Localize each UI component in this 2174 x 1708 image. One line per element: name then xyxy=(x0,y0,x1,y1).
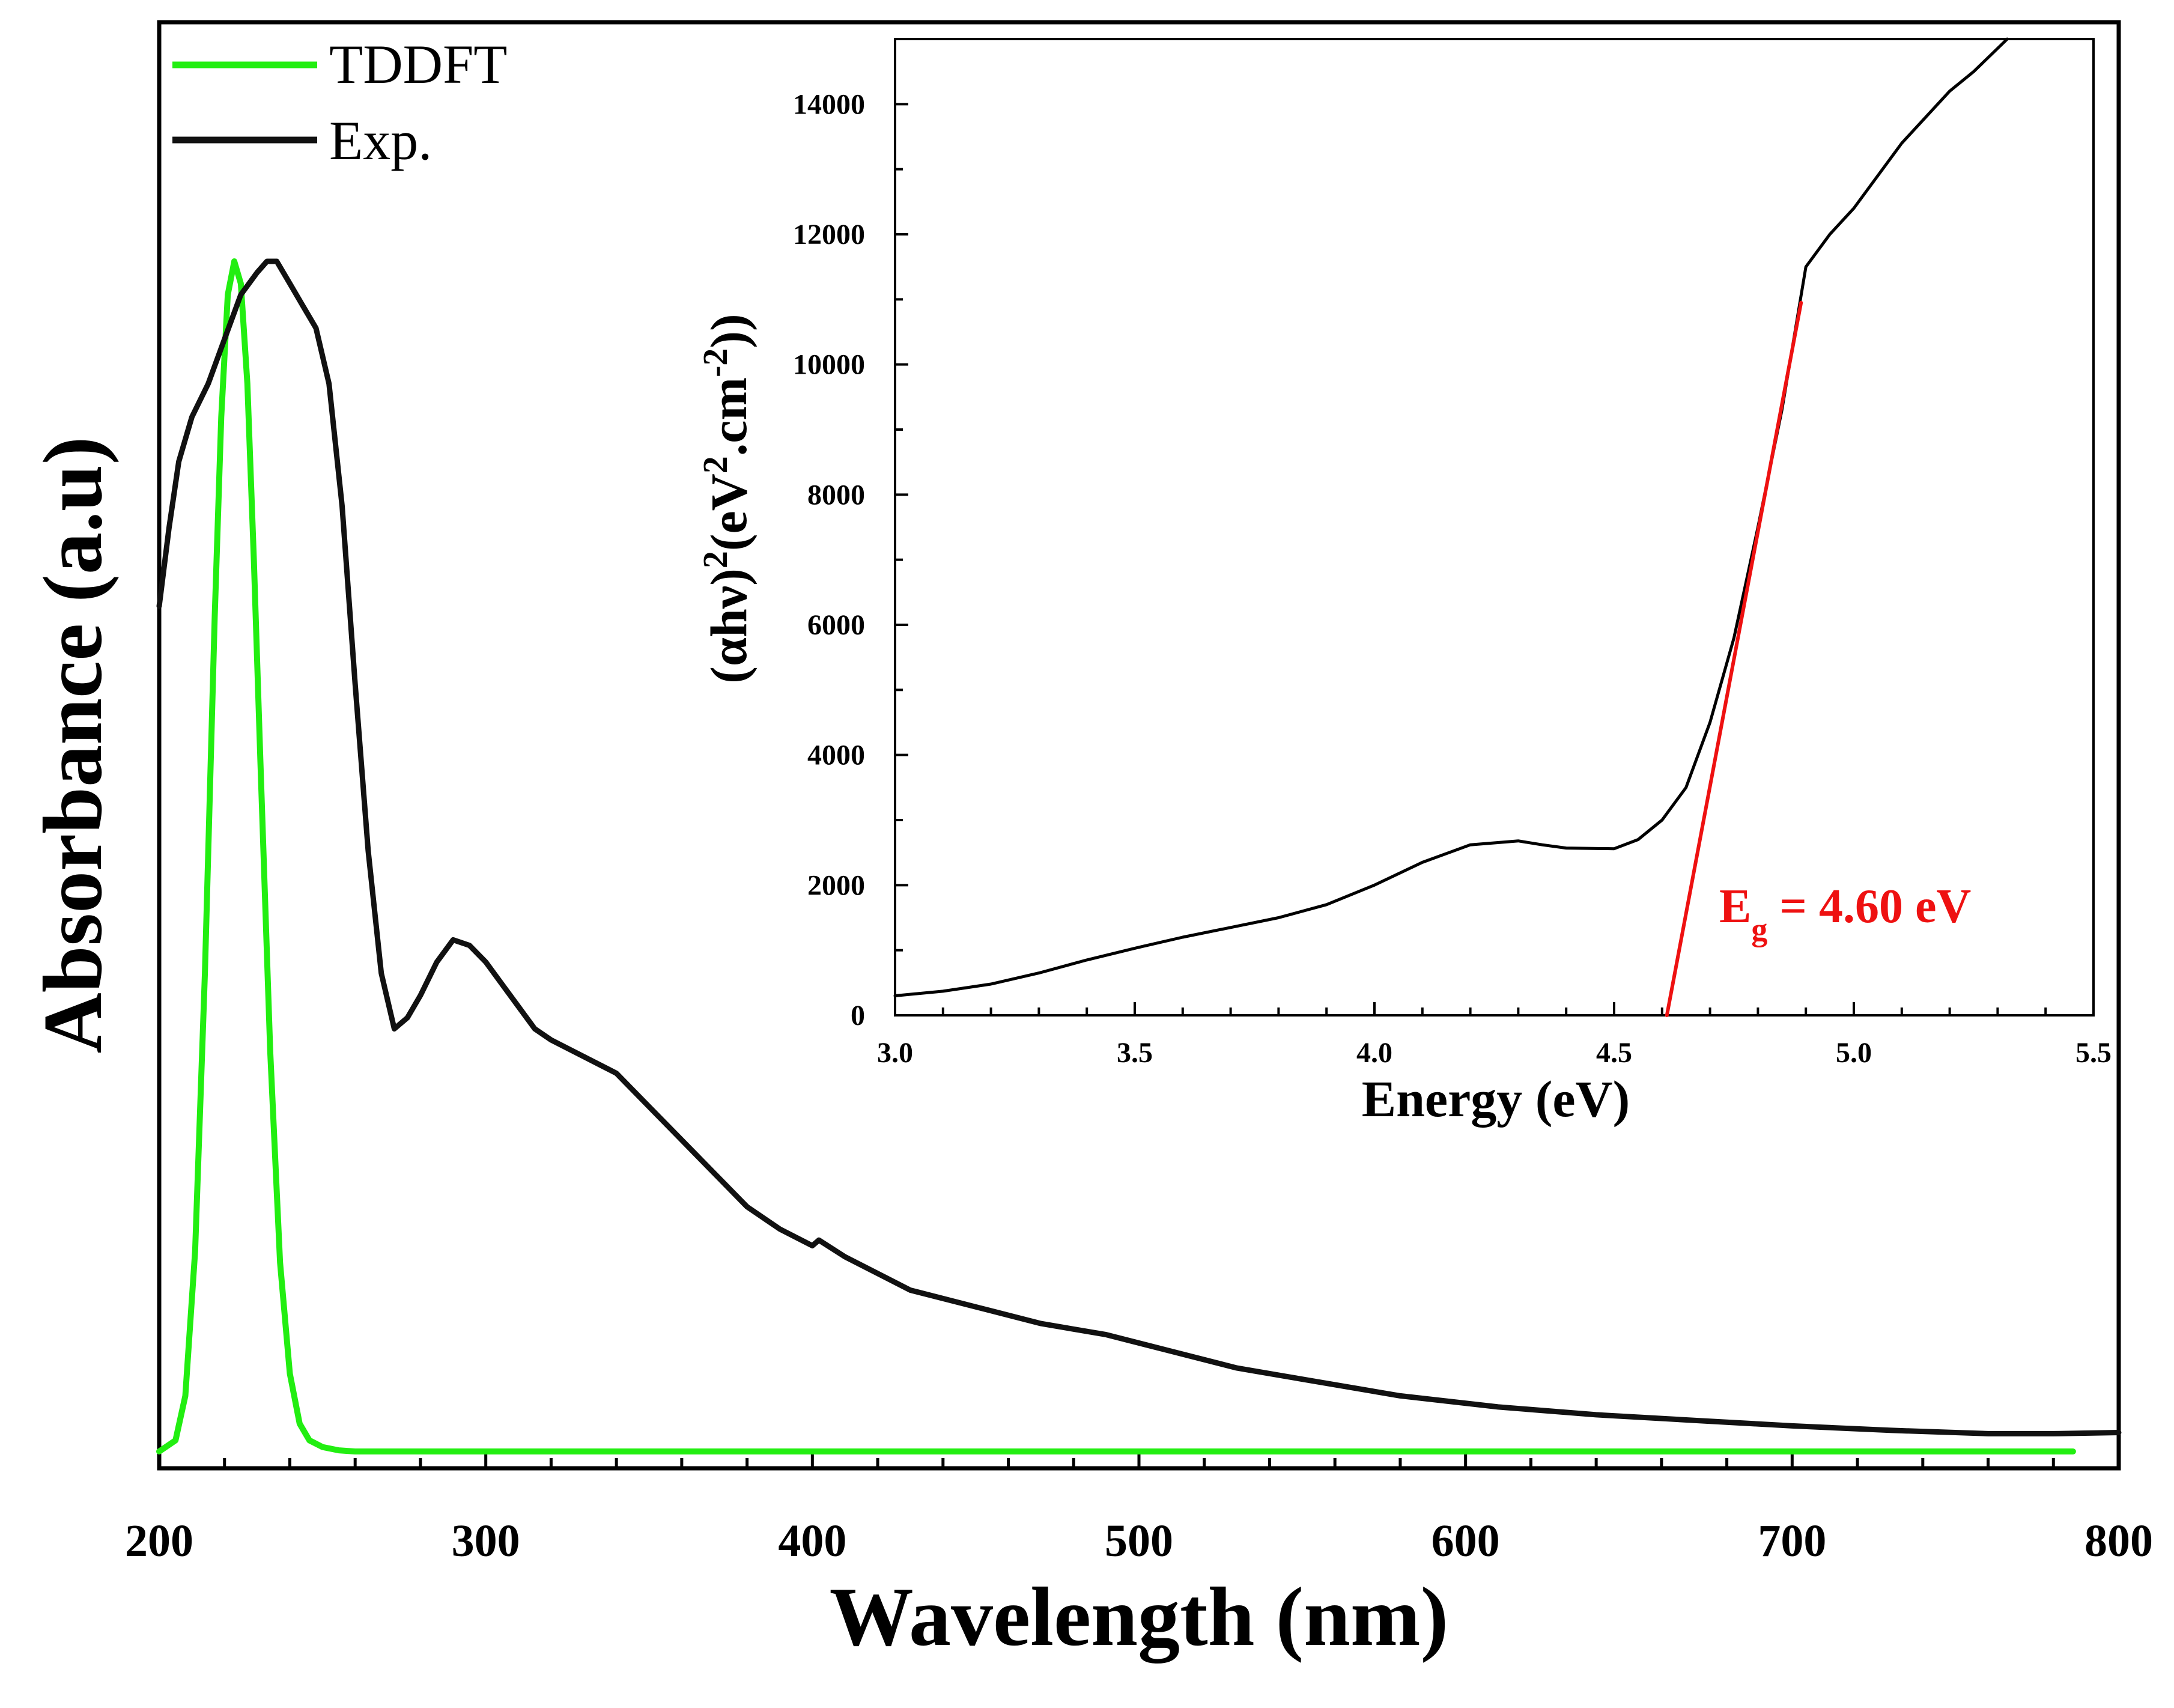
inset-x-tick-label-5.5: 5.5 xyxy=(2075,1037,2112,1069)
legend-label-tddft: TDDFT xyxy=(329,34,507,95)
inset-y-tick-label-0: 0 xyxy=(851,1000,865,1032)
inset-ylabel-part-4: )) xyxy=(700,314,758,348)
inset-y-tick-label-4000: 4000 xyxy=(807,740,865,771)
inset-chart: 0 2000 4000 6000 8000 10000 12000 14000 3.0 3.5 4… xyxy=(696,37,2112,1128)
inset-x-tick-label-5.0: 5.0 xyxy=(1836,1037,1872,1069)
inset-linear-fit-line xyxy=(1665,300,1803,1017)
inset-y-tick-labels: 0 2000 4000 6000 8000 10000 12000 14000 xyxy=(793,88,865,1032)
inset-x-tick-labels: 3.0 3.5 4.0 4.5 5.0 5.5 xyxy=(877,1037,2112,1069)
main-x-tick-label-500: 500 xyxy=(1105,1516,1173,1566)
main-series xyxy=(156,258,2122,1454)
inset-y-ticks xyxy=(895,38,908,1017)
inset-plot-frame xyxy=(894,38,2095,1017)
inset-ylabel-part-3: .cm xyxy=(700,377,758,456)
inset-ylabel-sup-1: 2 xyxy=(696,551,735,568)
main-series-line-tddft xyxy=(156,258,2076,1454)
inset-ylabel-sup-3: -2 xyxy=(696,348,735,377)
inset-y-tick-label-14000: 14000 xyxy=(793,88,865,120)
main-x-axis-label: Wavelength (nm) xyxy=(830,1570,1449,1664)
inset-x-tick-label-4.5: 4.5 xyxy=(1596,1037,1632,1069)
inset-ylabel-part-2: (eV xyxy=(700,473,758,551)
main-x-tick-label-400: 400 xyxy=(778,1516,846,1566)
legend: TDDFT Exp. xyxy=(172,34,507,171)
main-x-tick-label-200: 200 xyxy=(125,1516,193,1566)
inset-x-tick-label-3.0: 3.0 xyxy=(877,1037,913,1069)
main-y-axis-label: Absorbance (a.u) xyxy=(26,437,120,1054)
main-x-tick-label-800: 800 xyxy=(2084,1516,2153,1566)
inset-x-ticks xyxy=(894,1002,2095,1015)
inset-series xyxy=(893,37,2009,1017)
main-x-tick-labels: 200 300 400 500 600 700 800 xyxy=(125,1516,2153,1566)
band-gap-annotation-base: E xyxy=(1719,880,1751,933)
main-x-tick-label-700: 700 xyxy=(1758,1516,1826,1566)
main-x-tick-label-300: 300 xyxy=(452,1516,520,1566)
band-gap-annotation-sub: g xyxy=(1751,911,1767,947)
main-x-tick-label-600: 600 xyxy=(1432,1516,1500,1566)
main-series-line-exp xyxy=(156,258,2122,1436)
inset-y-tick-label-8000: 8000 xyxy=(807,479,865,511)
inset-x-tick-label-3.5: 3.5 xyxy=(1117,1037,1153,1069)
inset-ylabel-part-1: (αhν) xyxy=(700,568,758,684)
inset-y-tick-label-6000: 6000 xyxy=(807,609,865,641)
band-gap-annotation: Eg = 4.60 eV xyxy=(1719,880,1971,947)
inset-y-tick-label-12000: 12000 xyxy=(793,219,865,251)
inset-y-tick-label-10000: 10000 xyxy=(793,349,865,381)
inset-ylabel-sup-2: 2 xyxy=(696,456,735,473)
legend-label-exp: Exp. xyxy=(329,110,432,171)
inset-data-line xyxy=(893,37,2009,997)
inset-y-tick-label-2000: 2000 xyxy=(807,869,865,901)
inset-y-axis-label: (αhν)2(eV2.cm-2)) xyxy=(696,314,758,683)
inset-x-tick-label-4.0: 4.0 xyxy=(1356,1037,1392,1069)
band-gap-annotation-value: = 4.60 eV xyxy=(1767,880,1971,933)
inset-x-axis-label: Energy (eV) xyxy=(1362,1070,1630,1128)
